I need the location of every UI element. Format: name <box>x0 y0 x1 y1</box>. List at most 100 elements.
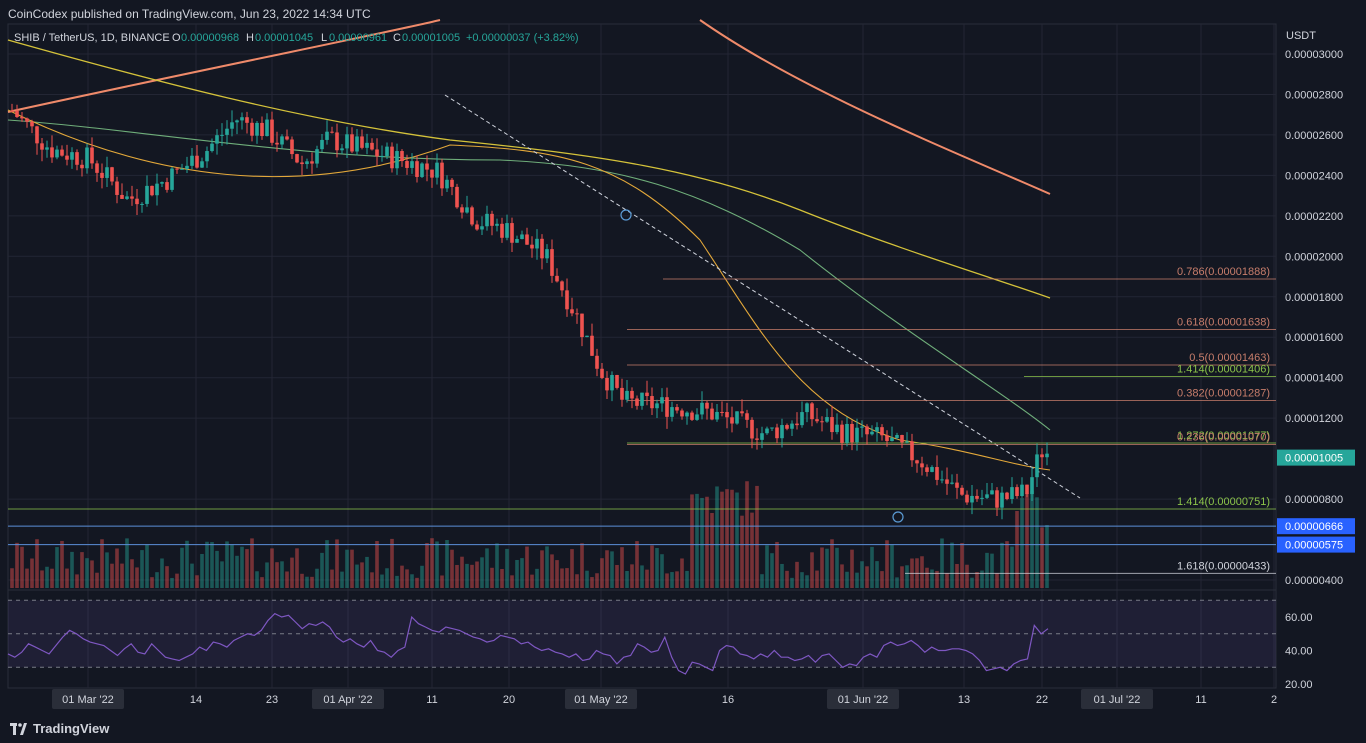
candle-body <box>505 223 509 238</box>
volume-bar <box>195 575 199 588</box>
candle-body <box>580 313 584 338</box>
candle-body <box>1040 454 1044 458</box>
candle-body <box>690 412 694 420</box>
candle-body <box>145 185 149 204</box>
volume-bar <box>45 566 49 588</box>
volume-bar <box>500 569 504 588</box>
fib-label: 1.272(0.00001077) <box>1177 430 1270 442</box>
volume-bar <box>780 563 784 588</box>
candle-body <box>250 122 254 136</box>
volume-bar <box>435 541 439 588</box>
x-tick-label: 01 Jul '22 <box>1094 694 1141 706</box>
volume-bar <box>545 546 549 588</box>
volume-bar <box>840 564 844 588</box>
candle-body <box>955 482 959 488</box>
ma-50 <box>7 119 1051 431</box>
volume-bar <box>410 574 414 588</box>
candle-body <box>645 392 649 397</box>
volume-bar <box>750 512 754 588</box>
candle-body <box>240 117 244 121</box>
volume-bar <box>785 570 789 588</box>
candle-body <box>295 154 299 163</box>
volume-bars <box>10 481 1049 588</box>
fib-label: 1.414(0.00000751) <box>1177 496 1270 508</box>
volume-bar <box>390 538 394 588</box>
candle-body <box>570 309 574 314</box>
candle-body <box>35 126 39 144</box>
volume-bar <box>370 572 374 588</box>
volume-bar <box>715 486 719 588</box>
candle-body <box>235 120 239 123</box>
volume-bar <box>820 547 824 588</box>
candle-body <box>155 183 159 196</box>
candle-body <box>625 390 629 400</box>
volume-bar <box>655 547 659 588</box>
y-tick-label: 0.00001400 <box>1285 373 1343 385</box>
y-tick-label: 0.00000400 <box>1285 575 1343 587</box>
volume-bar <box>225 541 229 588</box>
volume-bar <box>570 549 574 588</box>
tradingview-logo[interactable]: TradingView <box>10 721 109 736</box>
volume-bar <box>860 561 864 588</box>
volume-bar <box>740 515 744 588</box>
volume-bar <box>1045 525 1049 588</box>
volume-bar <box>555 560 559 588</box>
volume-bar <box>755 485 759 588</box>
candle-body <box>620 387 624 400</box>
volume-bar <box>400 565 404 588</box>
volume-bar <box>875 561 879 588</box>
volume-bar <box>520 558 524 588</box>
volume-bar <box>930 569 934 588</box>
volume-bar <box>355 564 359 588</box>
candle-body <box>975 495 979 499</box>
volume-bar <box>770 553 774 588</box>
candle-body <box>960 487 964 495</box>
candle-body <box>830 417 834 433</box>
candle-body <box>610 375 614 391</box>
grid <box>8 24 1276 688</box>
candle-body <box>300 162 304 165</box>
volume-bar <box>80 552 84 588</box>
x-tick-label: 2 <box>1271 694 1277 706</box>
candle-body <box>685 412 689 417</box>
candle-body <box>80 164 84 169</box>
candle-body <box>725 412 729 418</box>
candle-body <box>940 479 944 481</box>
volume-bar <box>170 577 174 588</box>
last-price-label: 0.00001005 <box>1285 453 1343 465</box>
volume-bar <box>590 577 594 588</box>
candle-body <box>475 224 479 230</box>
volume-bar <box>290 557 294 588</box>
volume-bar <box>680 558 684 588</box>
volume-bar <box>975 572 979 588</box>
candle-body <box>935 467 939 480</box>
volume-bar <box>980 570 984 588</box>
published-text: CoinCodex published on TradingView.com, … <box>8 7 371 21</box>
candle-body <box>965 494 969 503</box>
volume-bar <box>185 540 189 588</box>
candle-body <box>270 119 274 143</box>
rsi-tick-label: 60.00 <box>1285 612 1313 624</box>
volume-bar <box>530 574 534 588</box>
candle-body <box>600 368 604 378</box>
candle-body <box>850 423 854 443</box>
candle-body <box>535 238 539 249</box>
candle-body <box>665 397 669 417</box>
candle-body <box>355 136 359 152</box>
candle-body <box>545 249 549 259</box>
volume-bar <box>610 551 614 588</box>
y-tick-label: 0.00002800 <box>1285 89 1343 101</box>
volume-bar <box>205 541 209 588</box>
candle-body <box>930 467 934 472</box>
candle-body <box>185 165 189 169</box>
volume-bar <box>650 545 654 588</box>
volume-bar <box>295 548 299 588</box>
candle-body <box>925 467 929 472</box>
volume-bar <box>95 572 99 588</box>
candle-body <box>980 497 984 499</box>
candle-body <box>995 490 999 508</box>
volume-bar <box>800 572 804 588</box>
volume-bar <box>550 554 554 588</box>
volume-bar <box>935 570 939 588</box>
